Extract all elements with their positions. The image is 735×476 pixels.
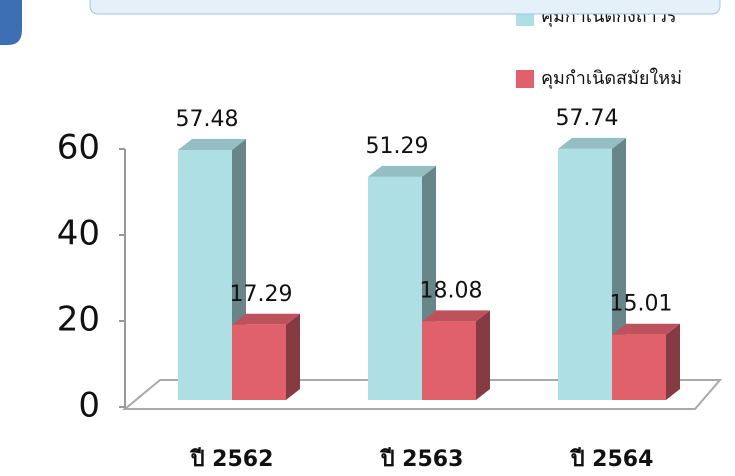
bar-top [612, 323, 680, 335]
bar-side [666, 323, 680, 400]
corner-shape [0, 0, 22, 45]
bar [178, 149, 232, 400]
bar [422, 321, 476, 400]
data-label: 57.74 [556, 106, 619, 131]
x-tick-label: ปี 2562 [189, 447, 273, 472]
bar-top [368, 165, 436, 177]
x-tick-label: ปี 2563 [379, 447, 463, 472]
data-label: 57.48 [176, 107, 239, 132]
header-box [89, 0, 721, 15]
bar [558, 148, 612, 400]
bar-top [422, 310, 490, 322]
data-label: 15.01 [610, 292, 673, 317]
bar-top [178, 138, 246, 150]
y-tick-label: 60 [57, 128, 100, 168]
data-label: 51.29 [366, 134, 429, 159]
bar-top [558, 137, 626, 149]
data-label: 18.08 [420, 278, 483, 303]
legend-label: คุมกำเนิดสมัยใหม่ [541, 67, 682, 89]
y-tick-label: 20 [57, 300, 100, 340]
bar [368, 176, 422, 400]
y-tick-label: 0 [78, 386, 100, 426]
bar [612, 334, 666, 400]
bar-side [476, 310, 490, 400]
y-tick-label: 40 [57, 214, 100, 254]
x-tick-label: ปี 2564 [569, 447, 653, 472]
bar-top [232, 313, 300, 325]
bar-side [286, 313, 300, 400]
data-label: 17.29 [230, 282, 293, 307]
legend-swatch [516, 70, 534, 88]
bar [232, 324, 286, 400]
